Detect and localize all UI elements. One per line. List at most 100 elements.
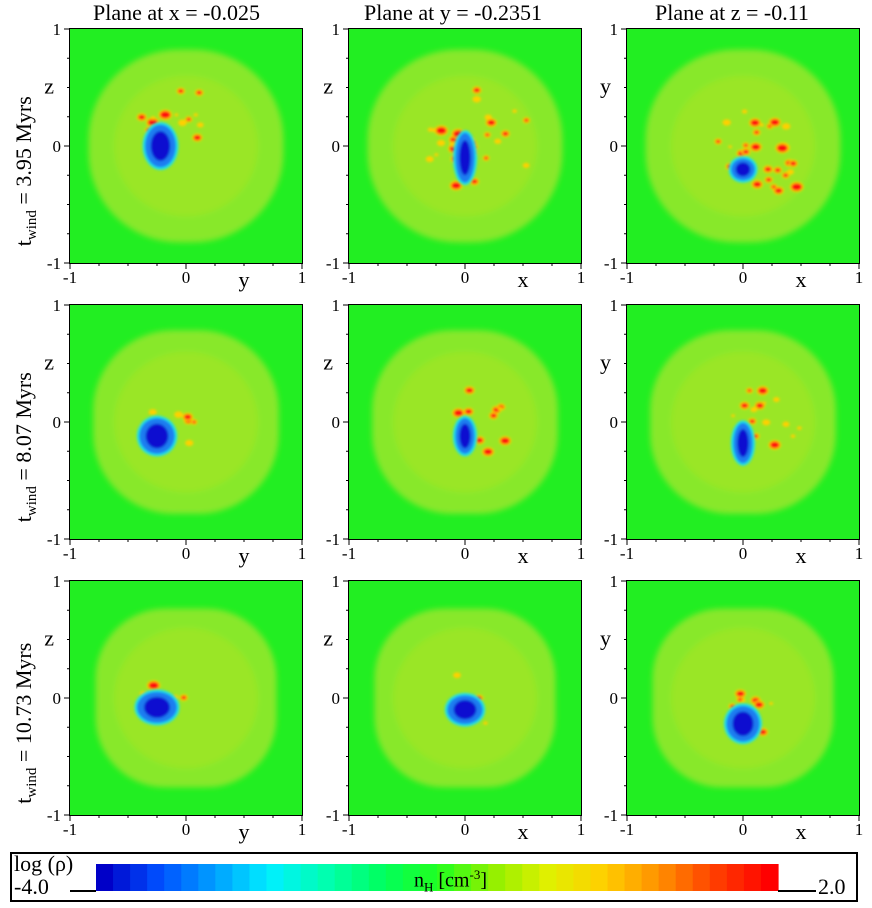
colorbar-swatch bbox=[368, 864, 387, 891]
clump-warm bbox=[434, 153, 439, 157]
y-tick-label: 0 bbox=[610, 689, 619, 708]
clump-hot bbox=[753, 181, 762, 188]
colorbar-swatch bbox=[488, 864, 506, 891]
cold-core-group bbox=[444, 692, 486, 727]
colorbar-swatch bbox=[437, 864, 455, 891]
clump-warm bbox=[790, 434, 796, 438]
colorbar-swatch bbox=[675, 864, 694, 891]
clump-warm bbox=[178, 119, 187, 127]
y-tick-label: 0 bbox=[332, 137, 341, 156]
panel-r2-c2: -1-1 0 0 1 1 x z bbox=[323, 296, 585, 568]
clump-warm bbox=[741, 109, 748, 114]
colorbar-swatch bbox=[266, 864, 285, 891]
clump-hot bbox=[473, 87, 481, 93]
x-axis-label: x bbox=[518, 267, 529, 292]
clump-warm bbox=[522, 162, 530, 169]
colorbar-swatch bbox=[760, 864, 779, 891]
clump-warm bbox=[174, 113, 179, 117]
tick-group bbox=[343, 580, 582, 821]
colorbar-swatch bbox=[232, 864, 251, 891]
y-tick-label: 0 bbox=[53, 137, 62, 156]
colorbar-swatch bbox=[607, 864, 626, 891]
row-label-2-t: t bbox=[10, 516, 36, 523]
clump-hot bbox=[465, 387, 474, 394]
clump-hot bbox=[741, 403, 749, 409]
clump-hot bbox=[764, 166, 772, 172]
cold-core-group bbox=[136, 415, 178, 457]
clump-hot bbox=[483, 448, 493, 455]
clump-warm bbox=[436, 139, 446, 147]
colorbar-swatch bbox=[249, 864, 268, 891]
clump-hot bbox=[471, 179, 478, 184]
clump-hot bbox=[743, 143, 748, 147]
x-tick-label: -1 bbox=[63, 544, 77, 563]
x-tick-label: -1 bbox=[620, 820, 634, 839]
clump-hot bbox=[765, 177, 772, 182]
clump-warm bbox=[762, 419, 771, 426]
colorbar-swatch bbox=[419, 864, 438, 891]
tick-group bbox=[621, 580, 860, 821]
panel-r3-c2: -1-1 0 0 1 1 x z bbox=[323, 572, 585, 844]
panel-r3-c1: -1-1 0 0 1 1 y z bbox=[44, 572, 306, 844]
y-tick-label: 1 bbox=[610, 20, 619, 39]
colorbar-swatch bbox=[402, 864, 421, 891]
clump-hot bbox=[177, 89, 184, 94]
y-tick-label: -1 bbox=[47, 254, 61, 273]
x-tick-label: 0 bbox=[461, 544, 470, 563]
cold-core-center bbox=[737, 429, 749, 458]
colorbar-n: n bbox=[414, 869, 424, 892]
y-tick-label: 1 bbox=[53, 572, 62, 591]
x-tick-label: 0 bbox=[461, 820, 470, 839]
y-tick-label: 1 bbox=[610, 572, 619, 591]
colorbar-swatch bbox=[385, 864, 404, 891]
clump-warm bbox=[731, 414, 735, 418]
clump-hot bbox=[186, 117, 192, 122]
panel-r1-c1: -1-1 0 0 1 1 y z bbox=[44, 20, 306, 292]
x-axis-label: x bbox=[796, 267, 807, 292]
clump-hot bbox=[500, 437, 510, 445]
x-tick-label: 0 bbox=[182, 544, 191, 563]
x-tick-label: -1 bbox=[342, 544, 356, 563]
colorbar-swatch bbox=[556, 864, 574, 891]
cold-core-group bbox=[452, 415, 478, 457]
clump-hot bbox=[771, 185, 776, 189]
cold-core-center bbox=[145, 423, 169, 449]
row-label-3-sub: wind bbox=[24, 767, 41, 798]
panel-r1-c3: -1-1 0 0 1 1 x y bbox=[600, 20, 863, 292]
clump-hot bbox=[755, 701, 764, 708]
clump-hot bbox=[487, 119, 496, 126]
colorbar-swatch bbox=[351, 864, 370, 891]
clump-hot bbox=[148, 681, 159, 690]
clump-warm bbox=[196, 122, 204, 128]
x-tick-label: -1 bbox=[342, 820, 356, 839]
row-label-2-rest: = 8.07 Myrs bbox=[10, 372, 36, 487]
panel-r3-c3: -1-1 0 0 1 1 x y bbox=[600, 572, 863, 844]
clump-warm bbox=[728, 145, 733, 149]
clump-hot bbox=[751, 143, 761, 151]
x-tick-label: 1 bbox=[577, 544, 586, 563]
colorbar-swatch bbox=[573, 864, 592, 891]
colorbar-max-label: 2.0 bbox=[818, 874, 846, 899]
clump-warm bbox=[174, 411, 183, 418]
cold-core-center bbox=[150, 131, 171, 161]
clump-hot bbox=[484, 156, 489, 160]
clump-warm bbox=[427, 127, 434, 132]
cold-core-center bbox=[144, 696, 170, 718]
colorbar-swatch bbox=[743, 864, 762, 891]
colorbar-swatch bbox=[130, 864, 148, 891]
clump-warm bbox=[185, 439, 194, 447]
cold-core-center bbox=[459, 423, 471, 449]
panel-r1-c2: -1-1 0 0 1 1 x z bbox=[323, 20, 585, 292]
x-tick-label: -1 bbox=[620, 268, 634, 287]
colorbar-swatch bbox=[113, 864, 131, 891]
clump-warm bbox=[750, 406, 758, 413]
y-tick-label: -1 bbox=[604, 254, 618, 273]
colorbar-n-sub: H bbox=[424, 879, 434, 895]
y-tick-label: -1 bbox=[604, 530, 618, 549]
clump-hot bbox=[183, 414, 192, 420]
colorbar-swatch bbox=[624, 864, 643, 891]
clump-hot bbox=[769, 441, 780, 449]
y-axis-label: z bbox=[44, 626, 54, 651]
row-label-1-rest: = 3.95 Myrs bbox=[10, 96, 36, 211]
colorbar-swatch bbox=[96, 864, 114, 891]
